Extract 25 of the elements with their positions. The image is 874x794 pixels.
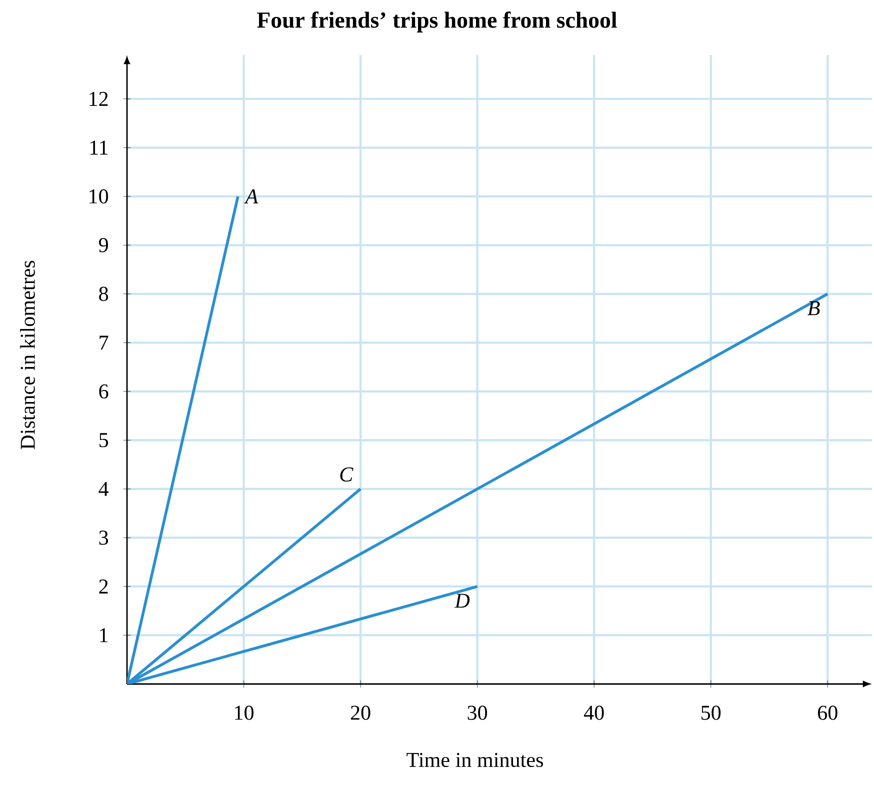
chart-title: Four friends’ trips home from school — [257, 12, 617, 32]
y-tick-label: 10 — [90, 189, 108, 204]
y-axis-title: Distance in kilometres — [20, 260, 35, 450]
y-tick-label: 6 — [99, 384, 108, 398]
y-tick-label: 4 — [98, 482, 109, 496]
y-tick-label: 7 — [100, 336, 108, 350]
y-tick-label: 8 — [99, 286, 108, 302]
x-tick-label: 40 — [584, 706, 604, 720]
series-label: D — [454, 594, 470, 608]
x-tick-label: 20 — [350, 706, 370, 720]
y-tick-label: 1 — [100, 628, 108, 642]
y-tick-label: 12 — [90, 92, 108, 106]
x-tick-label: 60 — [818, 706, 838, 720]
y-tick-label: 9 — [98, 238, 108, 252]
series-label: A — [244, 189, 258, 204]
y-tick-label: 3 — [99, 530, 108, 545]
x-axis-title: Time in minutes — [406, 752, 543, 768]
y-tick-label: 11 — [90, 140, 108, 155]
x-tick-label: 10 — [235, 706, 254, 720]
y-tick-label: 2 — [99, 579, 108, 594]
x-tick-label: 30 — [468, 706, 488, 720]
y-tick-label: 5 — [100, 433, 108, 448]
x-tick-label: 50 — [702, 706, 721, 720]
series-label: B — [808, 301, 820, 316]
series-label: C — [340, 467, 354, 482]
